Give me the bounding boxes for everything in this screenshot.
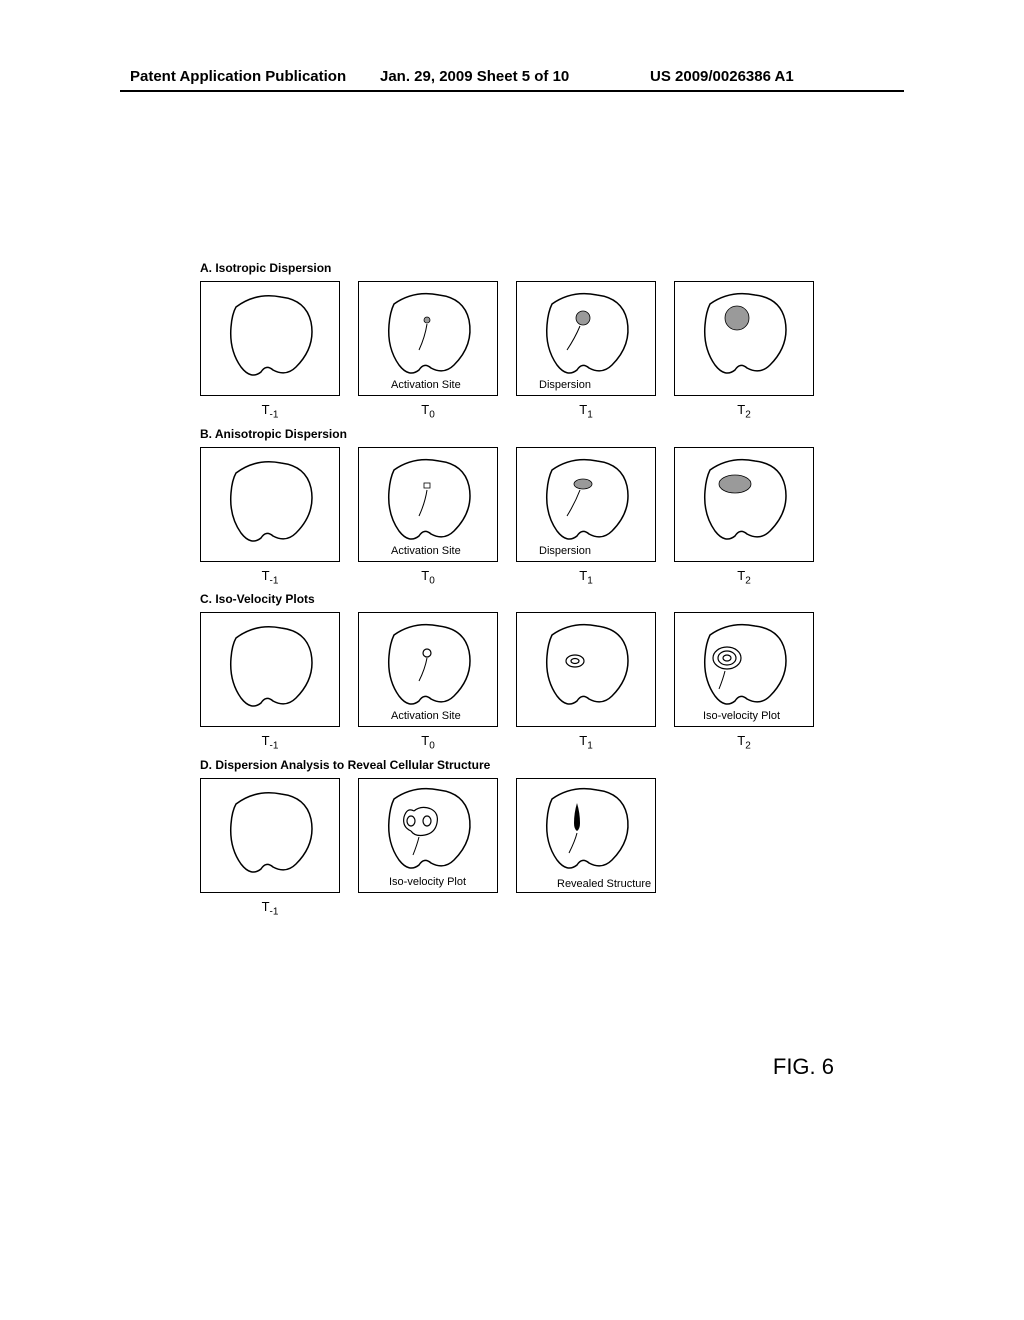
panel-d-1: Iso-velocity Plot: [358, 778, 498, 918]
panel-b-1: Activation Site T0: [358, 447, 498, 587]
revealed-structure-label: Revealed Structure: [557, 878, 651, 890]
panel-c-3-frame: Iso-velocity Plot: [674, 612, 814, 727]
panel-c-1-frame: Activation Site: [358, 612, 498, 727]
panel-b-2-frame: Dispersion: [516, 447, 656, 562]
heart-revealed-structure-icon: [517, 779, 657, 894]
panel-b-1-frame: Activation Site: [358, 447, 498, 562]
panel-a-2: Dispersion T1: [516, 281, 656, 421]
section-c-row: T-1 Activation Site T0: [200, 612, 840, 752]
panel-a-0-time: T-1: [262, 402, 279, 421]
heart-outline-icon: [201, 613, 341, 728]
dispersion-label: Dispersion: [539, 545, 591, 557]
iso-velocity-label: Iso-velocity Plot: [389, 876, 466, 888]
panel-b-0: T-1: [200, 447, 340, 587]
panel-c-2: T1: [516, 612, 656, 752]
header-right: US 2009/0026386 A1: [650, 68, 794, 85]
section-b-row: T-1 Activation Site T0: [200, 447, 840, 587]
panel-b-3-time: T2: [737, 568, 751, 587]
activation-site-label: Activation Site: [391, 545, 461, 557]
panel-c-1-time: T0: [421, 733, 435, 752]
panel-a-1-frame: Activation Site: [358, 281, 498, 396]
panel-a-0-frame: [200, 281, 340, 396]
panel-a-2-frame: Dispersion: [516, 281, 656, 396]
panel-b-0-frame: [200, 447, 340, 562]
panel-d-2: Revealed Structure: [516, 778, 656, 918]
heart-iso-rings-icon: [517, 613, 657, 728]
heart-outline-icon: [201, 448, 341, 563]
panel-d-2-frame: Revealed Structure: [516, 778, 656, 893]
header-rule: [120, 90, 904, 92]
panel-c-2-frame: [516, 612, 656, 727]
heart-dispersion-large-icon: [675, 282, 815, 397]
panel-a-3: T2: [674, 281, 814, 421]
heart-aniso-dispersion-large-icon: [675, 448, 815, 563]
section-c-title: C. Iso-Velocity Plots: [200, 592, 840, 606]
figure-content: A. Isotropic Dispersion T-1: [200, 255, 840, 921]
panel-a-3-time: T2: [737, 402, 751, 421]
panel-b-0-time: T-1: [262, 568, 279, 587]
panel-d-0: T-1: [200, 778, 340, 918]
panel-c-1: Activation Site T0: [358, 612, 498, 752]
panel-a-1-time: T0: [421, 402, 435, 421]
heart-outline-icon: [201, 282, 341, 397]
section-d-row: T-1 Iso-velocity Plot: [200, 778, 840, 918]
panel-c-3-time: T2: [737, 733, 751, 752]
section-a-title: A. Isotropic Dispersion: [200, 261, 840, 275]
panel-d-1-frame: Iso-velocity Plot: [358, 778, 498, 893]
panel-d-0-frame: [200, 778, 340, 893]
panel-a-2-time: T1: [579, 402, 593, 421]
header-left: Patent Application Publication: [130, 68, 346, 85]
section-a-row: T-1 Activation Site T0: [200, 281, 840, 421]
panel-b-2-time: T1: [579, 568, 593, 587]
panel-c-2-time: T1: [579, 733, 593, 752]
panel-b-3-frame: [674, 447, 814, 562]
panel-b-1-time: T0: [421, 568, 435, 587]
panel-c-0-frame: [200, 612, 340, 727]
panel-b-2: Dispersion T1: [516, 447, 656, 587]
page: Patent Application Publication Jan. 29, …: [0, 0, 1024, 1320]
heart-outline-icon: [201, 779, 341, 894]
panel-c-3: Iso-velocity Plot T2: [674, 612, 814, 752]
activation-site-label: Activation Site: [391, 379, 461, 391]
iso-velocity-label: Iso-velocity Plot: [703, 710, 780, 722]
dispersion-label: Dispersion: [539, 379, 591, 391]
panel-c-0-time: T-1: [262, 733, 279, 752]
panel-a-0: T-1: [200, 281, 340, 421]
panel-b-3: T2: [674, 447, 814, 587]
panel-a-3-frame: [674, 281, 814, 396]
activation-site-label: Activation Site: [391, 710, 461, 722]
panel-c-0: T-1: [200, 612, 340, 752]
panel-a-1: Activation Site T0: [358, 281, 498, 421]
figure-number: FIG. 6: [773, 1054, 834, 1080]
section-b-title: B. Anisotropic Dispersion: [200, 427, 840, 441]
panel-d-0-time: T-1: [262, 899, 279, 918]
header-center: Jan. 29, 2009 Sheet 5 of 10: [380, 68, 569, 85]
section-d-title: D. Dispersion Analysis to Reveal Cellula…: [200, 758, 840, 772]
